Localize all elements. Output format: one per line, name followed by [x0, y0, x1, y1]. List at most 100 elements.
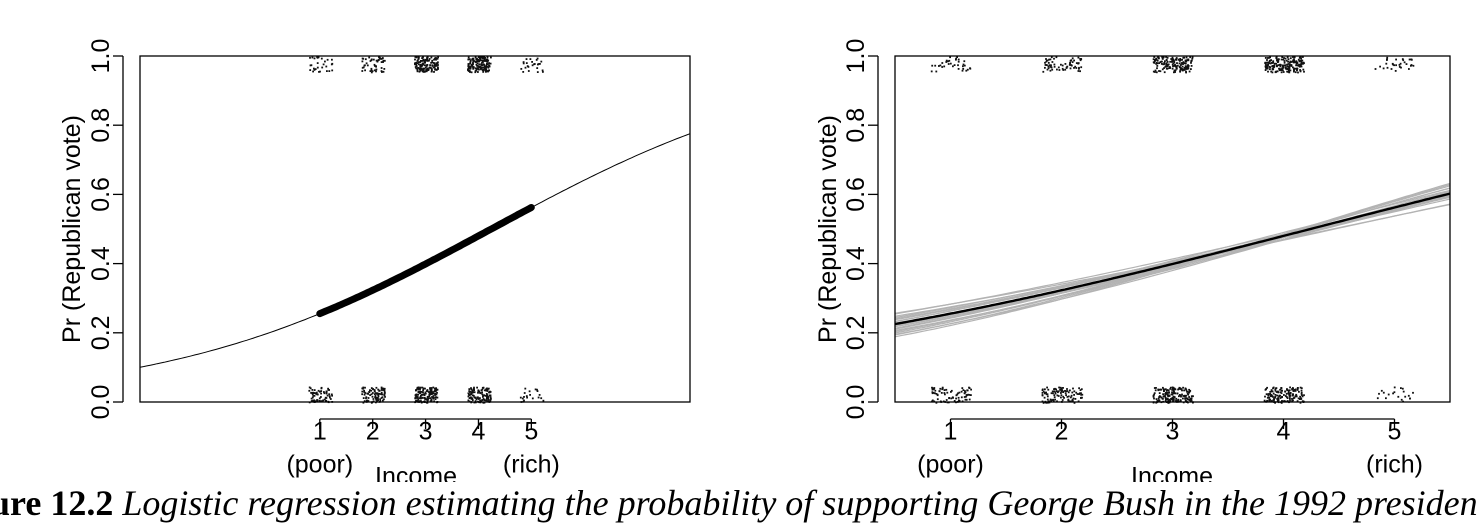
- data-point: [1293, 56, 1296, 59]
- data-point: [376, 392, 378, 395]
- data-point: [425, 59, 427, 62]
- data-point: [485, 399, 488, 402]
- data-point: [313, 67, 315, 70]
- data-point: [1268, 59, 1271, 62]
- data-point: [1282, 71, 1285, 73]
- data-point: [1298, 65, 1300, 67]
- data-point: [419, 69, 422, 72]
- data-point: [415, 394, 418, 396]
- data-point: [1278, 58, 1280, 61]
- data-point: [423, 70, 426, 73]
- data-point: [1386, 66, 1389, 69]
- data-point: [437, 61, 439, 64]
- data-point: [376, 399, 378, 402]
- data-point: [1172, 398, 1175, 401]
- data-point: [1292, 393, 1294, 396]
- data-point: [1182, 395, 1185, 397]
- data-point: [1169, 399, 1172, 402]
- data-point: [1269, 68, 1271, 71]
- data-point: [363, 393, 366, 396]
- data-point: [1293, 61, 1296, 64]
- data-point: [381, 71, 383, 73]
- data-point: [1046, 395, 1049, 398]
- data-point: [428, 59, 430, 62]
- data-point: [383, 387, 386, 390]
- data-point: [470, 388, 473, 391]
- data-point: [1058, 386, 1060, 389]
- data-point: [1266, 386, 1268, 389]
- data-point: [1165, 63, 1168, 66]
- data-point: [378, 393, 381, 395]
- caption-text: Logistic regression estimating the proba…: [113, 483, 1477, 523]
- data-point: [428, 395, 431, 398]
- data-point: [417, 388, 419, 391]
- data-point: [1290, 65, 1293, 67]
- data-point: [945, 61, 948, 63]
- data-point: [1297, 397, 1300, 400]
- data-point: [1412, 64, 1415, 67]
- data-point: [1286, 68, 1288, 70]
- data-point: [423, 400, 426, 403]
- data-point: [1190, 65, 1193, 67]
- data-point: [467, 399, 470, 402]
- data-point: [377, 59, 380, 61]
- data-point: [373, 69, 376, 72]
- data-point: [313, 394, 316, 397]
- data-point: [370, 67, 373, 70]
- data-point: [1155, 61, 1158, 64]
- x-tick-label: 3: [1166, 418, 1180, 446]
- data-point: [477, 56, 480, 59]
- data-point: [427, 397, 430, 400]
- data-point: [467, 67, 470, 70]
- data-point: [482, 68, 485, 71]
- data-point: [485, 70, 487, 73]
- data-point: [1276, 398, 1279, 400]
- data-point: [1183, 389, 1185, 392]
- data-point: [955, 397, 957, 400]
- data-point: [430, 391, 433, 393]
- fitted-curve: [139, 133, 691, 368]
- data-point: [468, 394, 471, 396]
- data-point: [375, 396, 377, 399]
- data-point: [1061, 64, 1064, 67]
- data-point: [1154, 389, 1157, 392]
- data-point: [953, 64, 956, 66]
- data-point: [1190, 395, 1193, 398]
- data-point: [476, 60, 479, 62]
- data-point: [1081, 396, 1083, 399]
- data-point: [1179, 68, 1182, 71]
- data-point: [1184, 62, 1187, 65]
- data-point: [1296, 400, 1299, 402]
- data-point: [434, 57, 437, 59]
- y-tick-label: 1.0: [87, 39, 115, 74]
- data-point: [1181, 393, 1183, 396]
- data-point: [1303, 394, 1305, 397]
- data-point: [1079, 59, 1082, 62]
- data-point: [1301, 394, 1303, 397]
- data-point: [328, 393, 331, 396]
- data-point: [479, 59, 482, 62]
- data-point: [1166, 65, 1169, 68]
- data-point: [1062, 395, 1065, 398]
- data-point: [1066, 390, 1069, 392]
- data-point: [1079, 58, 1082, 60]
- data-point: [370, 71, 373, 74]
- data-point: [535, 59, 538, 61]
- data-point: [382, 59, 385, 62]
- data-point: [1295, 393, 1298, 396]
- data-point: [531, 64, 534, 67]
- data-point: [1158, 62, 1161, 64]
- data-point: [361, 387, 364, 390]
- data-point: [1154, 59, 1157, 61]
- data-point: [378, 57, 381, 60]
- data-point: [1171, 63, 1174, 66]
- data-point: [364, 69, 366, 72]
- data-point: [1192, 395, 1194, 398]
- data-point: [471, 391, 473, 394]
- data-point: [473, 389, 475, 392]
- data-point: [1272, 65, 1274, 67]
- data-point: [483, 65, 486, 68]
- data-point: [484, 57, 486, 59]
- data-point: [430, 398, 433, 401]
- data-point: [380, 387, 383, 390]
